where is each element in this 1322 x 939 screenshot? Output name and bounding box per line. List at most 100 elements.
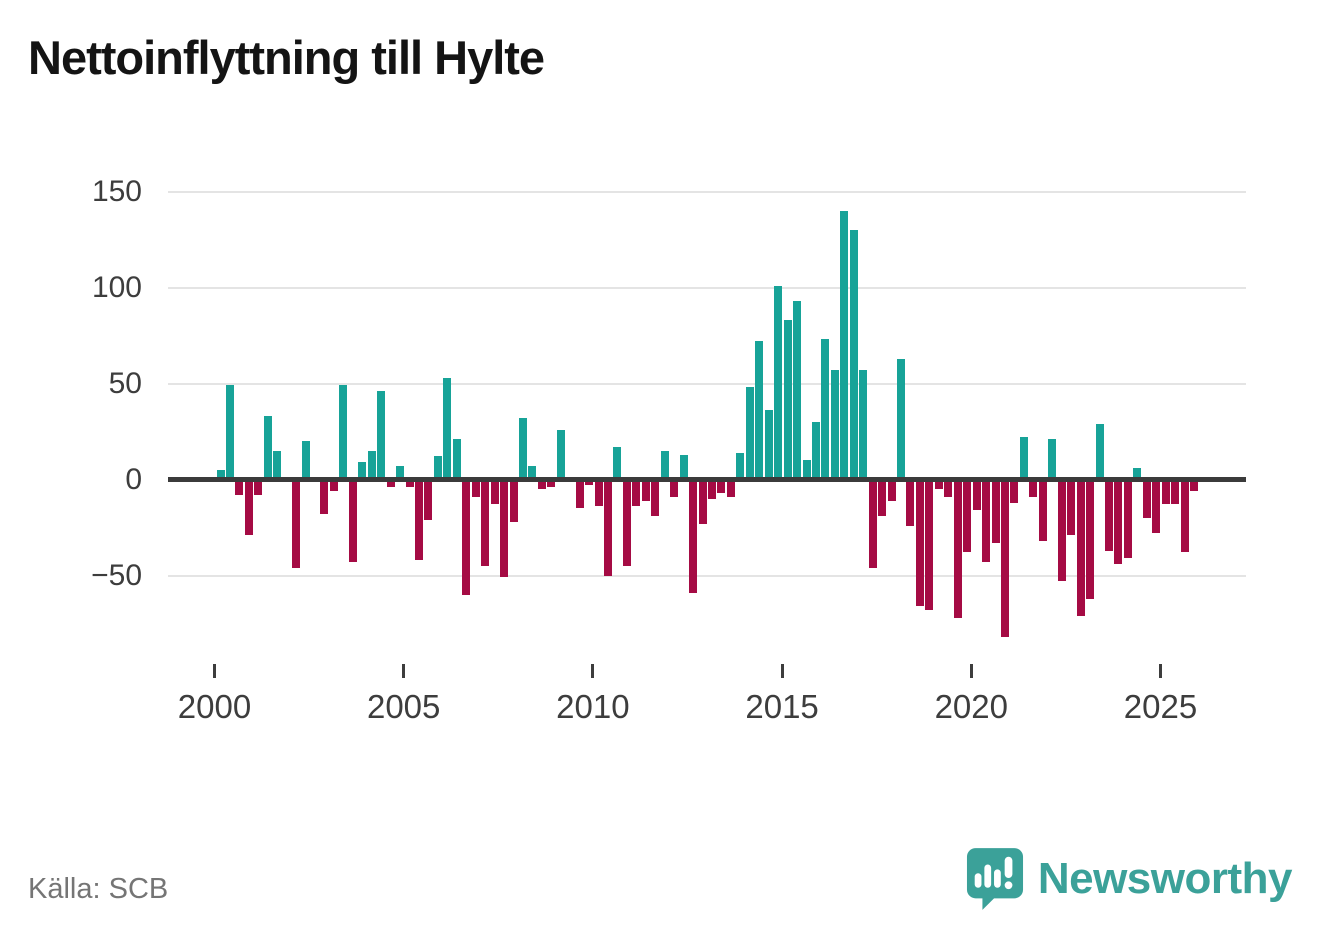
bar-2008Q3 xyxy=(538,479,546,490)
bar-2024Q1 xyxy=(1124,479,1132,559)
bar-2009Q1 xyxy=(557,429,565,480)
brand-logo: Newsworthy xyxy=(966,844,1293,914)
bar-2000Q2 xyxy=(226,385,234,480)
bar-2010Q2 xyxy=(604,479,612,576)
x-axis-label-2025: 2025 xyxy=(1123,688,1198,725)
x-tick-2005 xyxy=(402,664,406,678)
source-note: Källa: SCB xyxy=(28,873,169,905)
bar-2025Q4 xyxy=(1190,479,1198,492)
bar-chart-speech-bubble-icon xyxy=(966,847,1024,911)
gridline--50 xyxy=(168,574,1246,577)
bar-2022Q2 xyxy=(1058,479,1066,582)
gridline-150 xyxy=(168,190,1246,193)
bar-2022Q1 xyxy=(1048,439,1056,480)
bar-2016Q4 xyxy=(850,229,858,480)
bar-2002Q1 xyxy=(292,479,300,568)
bar-2014Q4 xyxy=(774,285,782,480)
bar-2013Q4 xyxy=(736,452,744,480)
bar-2018Q2 xyxy=(906,479,914,526)
bar-2010Q3 xyxy=(613,446,621,480)
bar-2004Q2 xyxy=(377,391,385,480)
bar-2000Q4 xyxy=(245,479,253,536)
bar-2006Q2 xyxy=(453,439,461,480)
bar-2005Q3 xyxy=(424,479,432,520)
bar-2023Q2 xyxy=(1096,423,1104,480)
bar-2021Q2 xyxy=(1020,437,1028,480)
brand-wordmark: Newsworthy xyxy=(1037,854,1293,903)
bar-2019Q4 xyxy=(963,479,971,553)
y-axis-label-100: 100 xyxy=(91,270,142,304)
bar-2012Q3 xyxy=(689,479,697,593)
bar-2002Q2 xyxy=(302,441,310,480)
x-axis-label-2015: 2015 xyxy=(745,688,819,725)
x-axis-label-2005: 2005 xyxy=(366,688,441,725)
bar-2011Q4 xyxy=(661,450,669,480)
bar-2024Q2 xyxy=(1133,467,1141,480)
bar-2010Q4 xyxy=(623,479,631,566)
bar-2015Q4 xyxy=(812,421,820,480)
chart-title: Nettoinflyttning till Hylte xyxy=(28,31,545,84)
bar-2004Q1 xyxy=(368,450,376,480)
bar-2025Q2 xyxy=(1171,479,1179,505)
bar-2013Q3 xyxy=(727,479,735,497)
x-tick-2025 xyxy=(1159,664,1162,678)
bar-2007Q1 xyxy=(481,479,489,566)
bar-2019Q1 xyxy=(935,479,943,490)
bar-2014Q1 xyxy=(746,387,754,480)
bar-2016Q2 xyxy=(831,370,839,480)
bar-2024Q3 xyxy=(1143,479,1151,518)
bar-2006Q3 xyxy=(462,479,470,595)
bar-2012Q2 xyxy=(680,454,688,480)
bar-2022Q3 xyxy=(1067,479,1075,536)
bar-2023Q4 xyxy=(1114,479,1122,564)
bar-2025Q3 xyxy=(1181,479,1189,553)
y-axis-label--50: −50 xyxy=(91,558,142,592)
bar-2018Q4 xyxy=(925,479,933,611)
gridline-100 xyxy=(168,286,1246,289)
bar-2018Q3 xyxy=(916,479,924,607)
x-axis-label-2010: 2010 xyxy=(556,688,630,725)
bar-2000Q1 xyxy=(217,469,225,480)
bar-2017Q2 xyxy=(869,479,877,568)
bar-2010Q1 xyxy=(595,479,603,507)
bar-2008Q1 xyxy=(519,418,527,480)
bar-2001Q2 xyxy=(264,416,272,480)
bar-2006Q1 xyxy=(443,377,451,480)
y-axis-label-0: 0 xyxy=(125,462,142,496)
bar-2001Q3 xyxy=(273,450,281,480)
bar-2024Q4 xyxy=(1152,479,1160,534)
bar-2003Q4 xyxy=(358,462,366,480)
bar-2004Q3 xyxy=(387,479,395,488)
bar-2012Q1 xyxy=(670,479,678,497)
bar-2007Q4 xyxy=(510,479,518,522)
bar-2003Q1 xyxy=(330,479,338,492)
bar-2001Q1 xyxy=(254,479,262,495)
bar-2021Q1 xyxy=(1010,479,1018,503)
bar-2004Q4 xyxy=(396,466,404,480)
bar-2017Q4 xyxy=(888,479,896,501)
bar-2020Q1 xyxy=(973,479,981,511)
y-axis-label-150: 150 xyxy=(91,174,142,208)
bar-2018Q1 xyxy=(897,358,905,480)
bar-2017Q3 xyxy=(878,479,886,516)
bar-2015Q1 xyxy=(784,320,792,480)
bar-2007Q3 xyxy=(500,479,508,578)
bar-2007Q2 xyxy=(491,479,499,505)
bar-2023Q3 xyxy=(1105,479,1113,551)
bar-2009Q4 xyxy=(585,479,593,486)
y-axis-label-50: 50 xyxy=(108,366,142,400)
bar-2016Q3 xyxy=(840,210,848,480)
bar-2014Q3 xyxy=(765,410,773,480)
bar-2009Q3 xyxy=(576,479,584,509)
bar-2022Q4 xyxy=(1077,479,1085,616)
bar-2013Q2 xyxy=(717,479,725,493)
bar-2011Q3 xyxy=(651,479,659,516)
bar-2015Q2 xyxy=(793,300,801,480)
bar-2005Q4 xyxy=(434,456,442,480)
x-tick-2020 xyxy=(969,664,973,678)
bar-2025Q1 xyxy=(1162,479,1170,505)
x-axis-label-2000: 2000 xyxy=(177,688,252,725)
bar-2006Q4 xyxy=(472,479,480,497)
